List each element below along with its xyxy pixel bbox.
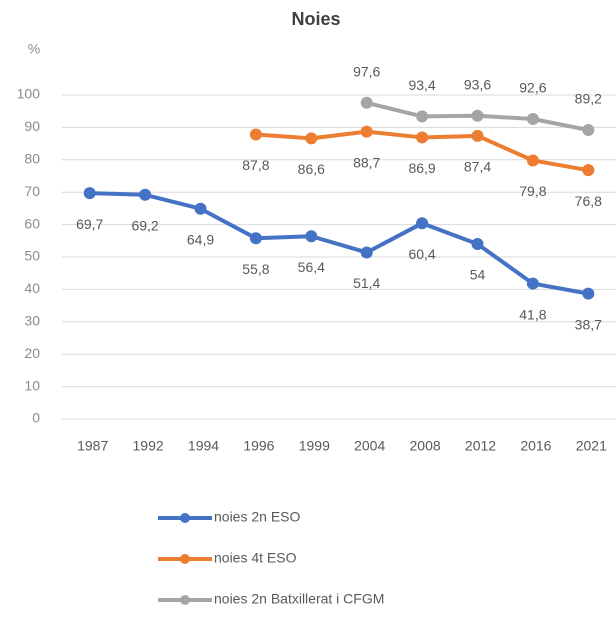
- point: [471, 109, 484, 122]
- x-tick-label: 1987: [77, 438, 108, 454]
- data-label: 60,4: [408, 246, 435, 262]
- data-label: 41,8: [519, 306, 546, 322]
- point: [360, 125, 373, 138]
- data-label: 86,9: [408, 160, 435, 176]
- x-tick-label: 2016: [520, 438, 551, 454]
- x-tick-label: 2012: [465, 438, 496, 454]
- y-tick-label: 60: [24, 215, 40, 231]
- data-label: 55,8: [242, 261, 269, 277]
- data-label: 69,7: [76, 216, 103, 232]
- legend-label: noies 4t ESO: [214, 550, 297, 566]
- point: [416, 110, 429, 123]
- data-label: 92,6: [519, 80, 546, 96]
- data-label: 87,8: [242, 157, 269, 173]
- x-tick-label: 2008: [410, 438, 441, 454]
- y-axis-label: %: [28, 41, 40, 57]
- legend-label: noies 2n ESO: [214, 509, 300, 525]
- point: [249, 128, 262, 141]
- data-label: 86,6: [298, 161, 325, 177]
- point: [526, 112, 539, 125]
- point: [194, 202, 207, 215]
- y-tick-label: 100: [17, 86, 41, 102]
- data-label: 79,8: [519, 183, 546, 199]
- point: [471, 238, 484, 251]
- y-tick-label: 90: [24, 118, 40, 134]
- legend-label: noies 2n Batxillerat i CFGM: [214, 591, 384, 607]
- x-tick-label: 1994: [188, 438, 219, 454]
- point: [582, 164, 595, 177]
- point: [139, 188, 152, 201]
- x-tick-label: 1992: [133, 438, 164, 454]
- point: [305, 132, 318, 145]
- point: [416, 217, 429, 230]
- y-tick-label: 10: [24, 377, 40, 393]
- y-tick-label: 50: [24, 248, 40, 264]
- x-tick-label: 1999: [299, 438, 330, 454]
- point: [526, 154, 539, 167]
- data-label: 76,8: [575, 193, 602, 209]
- data-label: 64,9: [187, 231, 214, 247]
- y-tick-label: 20: [24, 345, 40, 361]
- y-tick-label: 30: [24, 313, 40, 329]
- data-label: 51,4: [353, 275, 380, 291]
- y-tick-label: 70: [24, 183, 40, 199]
- data-label: 89,2: [575, 91, 602, 107]
- data-label: 54: [470, 267, 486, 283]
- y-tick-label: 40: [24, 280, 40, 296]
- y-tick-label: 0: [32, 410, 40, 426]
- data-label: 93,6: [464, 76, 491, 92]
- x-tick-label: 1996: [243, 438, 274, 454]
- data-label: 88,7: [353, 154, 380, 170]
- y-tick-label: 80: [24, 151, 40, 167]
- data-label: 69,2: [131, 217, 158, 233]
- data-label: 56,4: [298, 259, 325, 275]
- x-tick-label: 2021: [576, 438, 607, 454]
- point: [249, 232, 262, 245]
- legend-marker: [180, 513, 190, 523]
- point: [360, 246, 373, 259]
- point: [471, 129, 484, 142]
- chart-title: Noies: [291, 9, 340, 29]
- series-line: [89, 191, 589, 296]
- legend-marker: [180, 554, 190, 564]
- legend-marker: [180, 595, 190, 605]
- data-label: 38,7: [575, 316, 602, 332]
- data-label: 93,4: [408, 77, 435, 93]
- data-label: 97,6: [353, 63, 380, 79]
- data-label: 87,4: [464, 159, 491, 175]
- point: [360, 96, 373, 109]
- point: [416, 131, 429, 144]
- point: [582, 123, 595, 136]
- x-tick-label: 2004: [354, 438, 385, 454]
- point: [582, 287, 595, 300]
- point: [526, 277, 539, 290]
- point: [83, 187, 96, 200]
- point: [305, 230, 318, 243]
